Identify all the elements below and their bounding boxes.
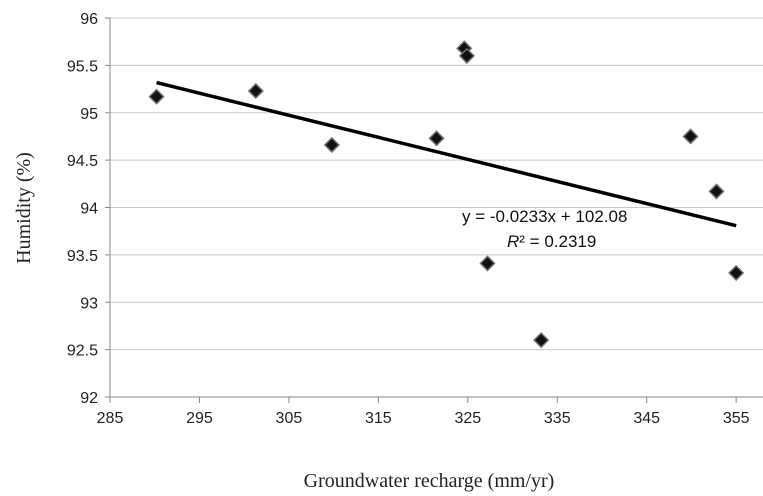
x-axis-title: Groundwater recharge (mm/yr) xyxy=(304,470,555,492)
y-tick-label: 93.5 xyxy=(67,248,98,265)
y-tick-label: 93 xyxy=(80,295,98,312)
equation-text: y = -0.0233x + 102.08 xyxy=(462,207,627,226)
x-tick-label: 305 xyxy=(276,410,303,427)
data-point xyxy=(148,88,165,105)
data-point xyxy=(323,136,340,154)
x-tick-label: 315 xyxy=(365,410,392,427)
y-ticks: 92 92.5 93 93.5 94 94.5 95 95.5 96 xyxy=(67,11,110,407)
trendline xyxy=(156,80,737,228)
y-tick-label: 92.5 xyxy=(67,343,98,360)
data-point xyxy=(682,128,699,145)
x-tick-label: 295 xyxy=(186,410,213,427)
r-squared-symbol: R xyxy=(507,232,519,251)
x-tick-label: 355 xyxy=(723,410,750,427)
y-tick-label: 94.5 xyxy=(67,153,98,170)
data-point xyxy=(728,264,745,281)
y-tick-label: 95.5 xyxy=(67,58,98,75)
trendline-group xyxy=(156,80,737,228)
x-tick-label: 325 xyxy=(454,410,481,427)
x-ticks: 285 295 305 315 325 335 345 355 xyxy=(97,397,750,427)
y-tick-label: 95 xyxy=(80,106,98,123)
y-axis-title: Humidity (%) xyxy=(13,152,35,264)
data-point xyxy=(708,183,725,200)
x-tick-label: 335 xyxy=(544,410,571,427)
data-point xyxy=(533,332,550,349)
r-squared-value: ² = 0.2319 xyxy=(519,232,596,251)
data-point xyxy=(458,47,475,64)
y-tick-label: 94 xyxy=(80,201,98,218)
data-point xyxy=(428,130,445,147)
x-tick-label: 345 xyxy=(633,410,660,427)
data-points xyxy=(148,40,745,349)
r-squared-text: R² = 0.2319 xyxy=(507,232,596,251)
y-tick-label: 96 xyxy=(80,11,98,28)
data-point xyxy=(247,82,264,100)
gridlines xyxy=(110,17,763,351)
trendline-equation: y = -0.0233x + 102.08 R² = 0.2319 xyxy=(462,207,627,251)
data-point xyxy=(479,255,496,272)
y-tick-label: 92 xyxy=(80,390,98,407)
x-tick-label: 285 xyxy=(97,410,124,427)
